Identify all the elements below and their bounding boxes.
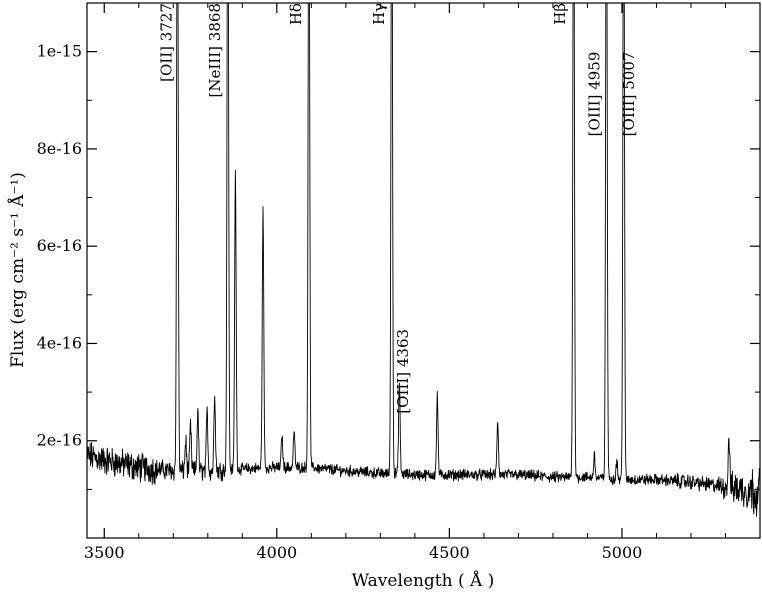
emission-line-label: Hδ (287, 3, 305, 25)
emission-line-label: [NeIII] 3868 (206, 3, 224, 97)
emission-line-label: Hγ (370, 3, 388, 25)
x-tick-label: 4000 (256, 543, 297, 562)
y-tick-label: 1e-15 (37, 42, 82, 61)
y-tick-label: 8e-16 (37, 139, 82, 158)
y-tick-label: 4e-16 (37, 333, 82, 352)
emission-line-label: [OIII] 4959 (586, 52, 604, 137)
y-tick-label: 2e-16 (37, 431, 82, 450)
y-tick-label: 6e-16 (37, 236, 82, 255)
x-axis-ticks: 3500 4000 4500 5000 (84, 3, 761, 562)
x-tick-label: 5000 (602, 543, 643, 562)
emission-line-labels: [OII] 3727 [NeIII] 3868 Hδ Hγ [OIII] 4363 Hβ [… (158, 3, 638, 414)
emission-line-label: Hβ (551, 3, 569, 25)
emission-line-label: [OII] 3727 (158, 3, 176, 82)
x-tick-label: 3500 (84, 543, 125, 562)
spectrum-line (87, 3, 760, 517)
x-tick-label: 4500 (429, 543, 470, 562)
plot-frame (86, 2, 761, 539)
x-axis-title: Wavelength ( Å ) (352, 570, 495, 591)
emission-line-label: [OIII] 4363 (394, 329, 412, 414)
y-axis-ticks: 2e-16 4e-16 6e-16 8e-16 1e-15 (37, 42, 760, 490)
emission-line-label: [OIII] 5007 (620, 52, 638, 137)
y-axis-title: Flux (erg cm⁻² s⁻¹ Å⁻¹) (7, 172, 28, 368)
